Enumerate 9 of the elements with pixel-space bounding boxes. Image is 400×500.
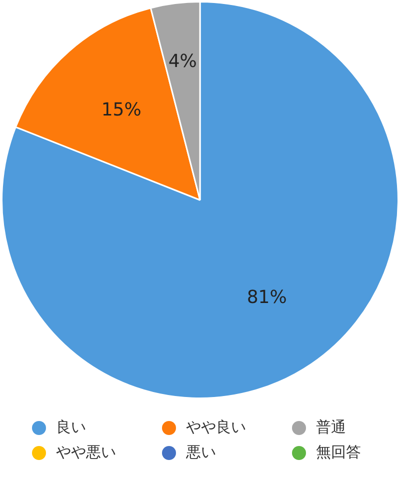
data-label: 15%: [101, 99, 142, 120]
legend-label: 無回答: [316, 443, 361, 462]
slice-label: 良い: [56, 418, 86, 437]
data-label: 4%: [168, 50, 197, 72]
legend-label: 普通: [316, 418, 346, 437]
legend-label: やや良い: [186, 418, 246, 437]
legend-label: 悪い: [186, 443, 216, 462]
legend-label: やや悪い: [56, 443, 116, 462]
data-label: 81%: [246, 287, 287, 308]
